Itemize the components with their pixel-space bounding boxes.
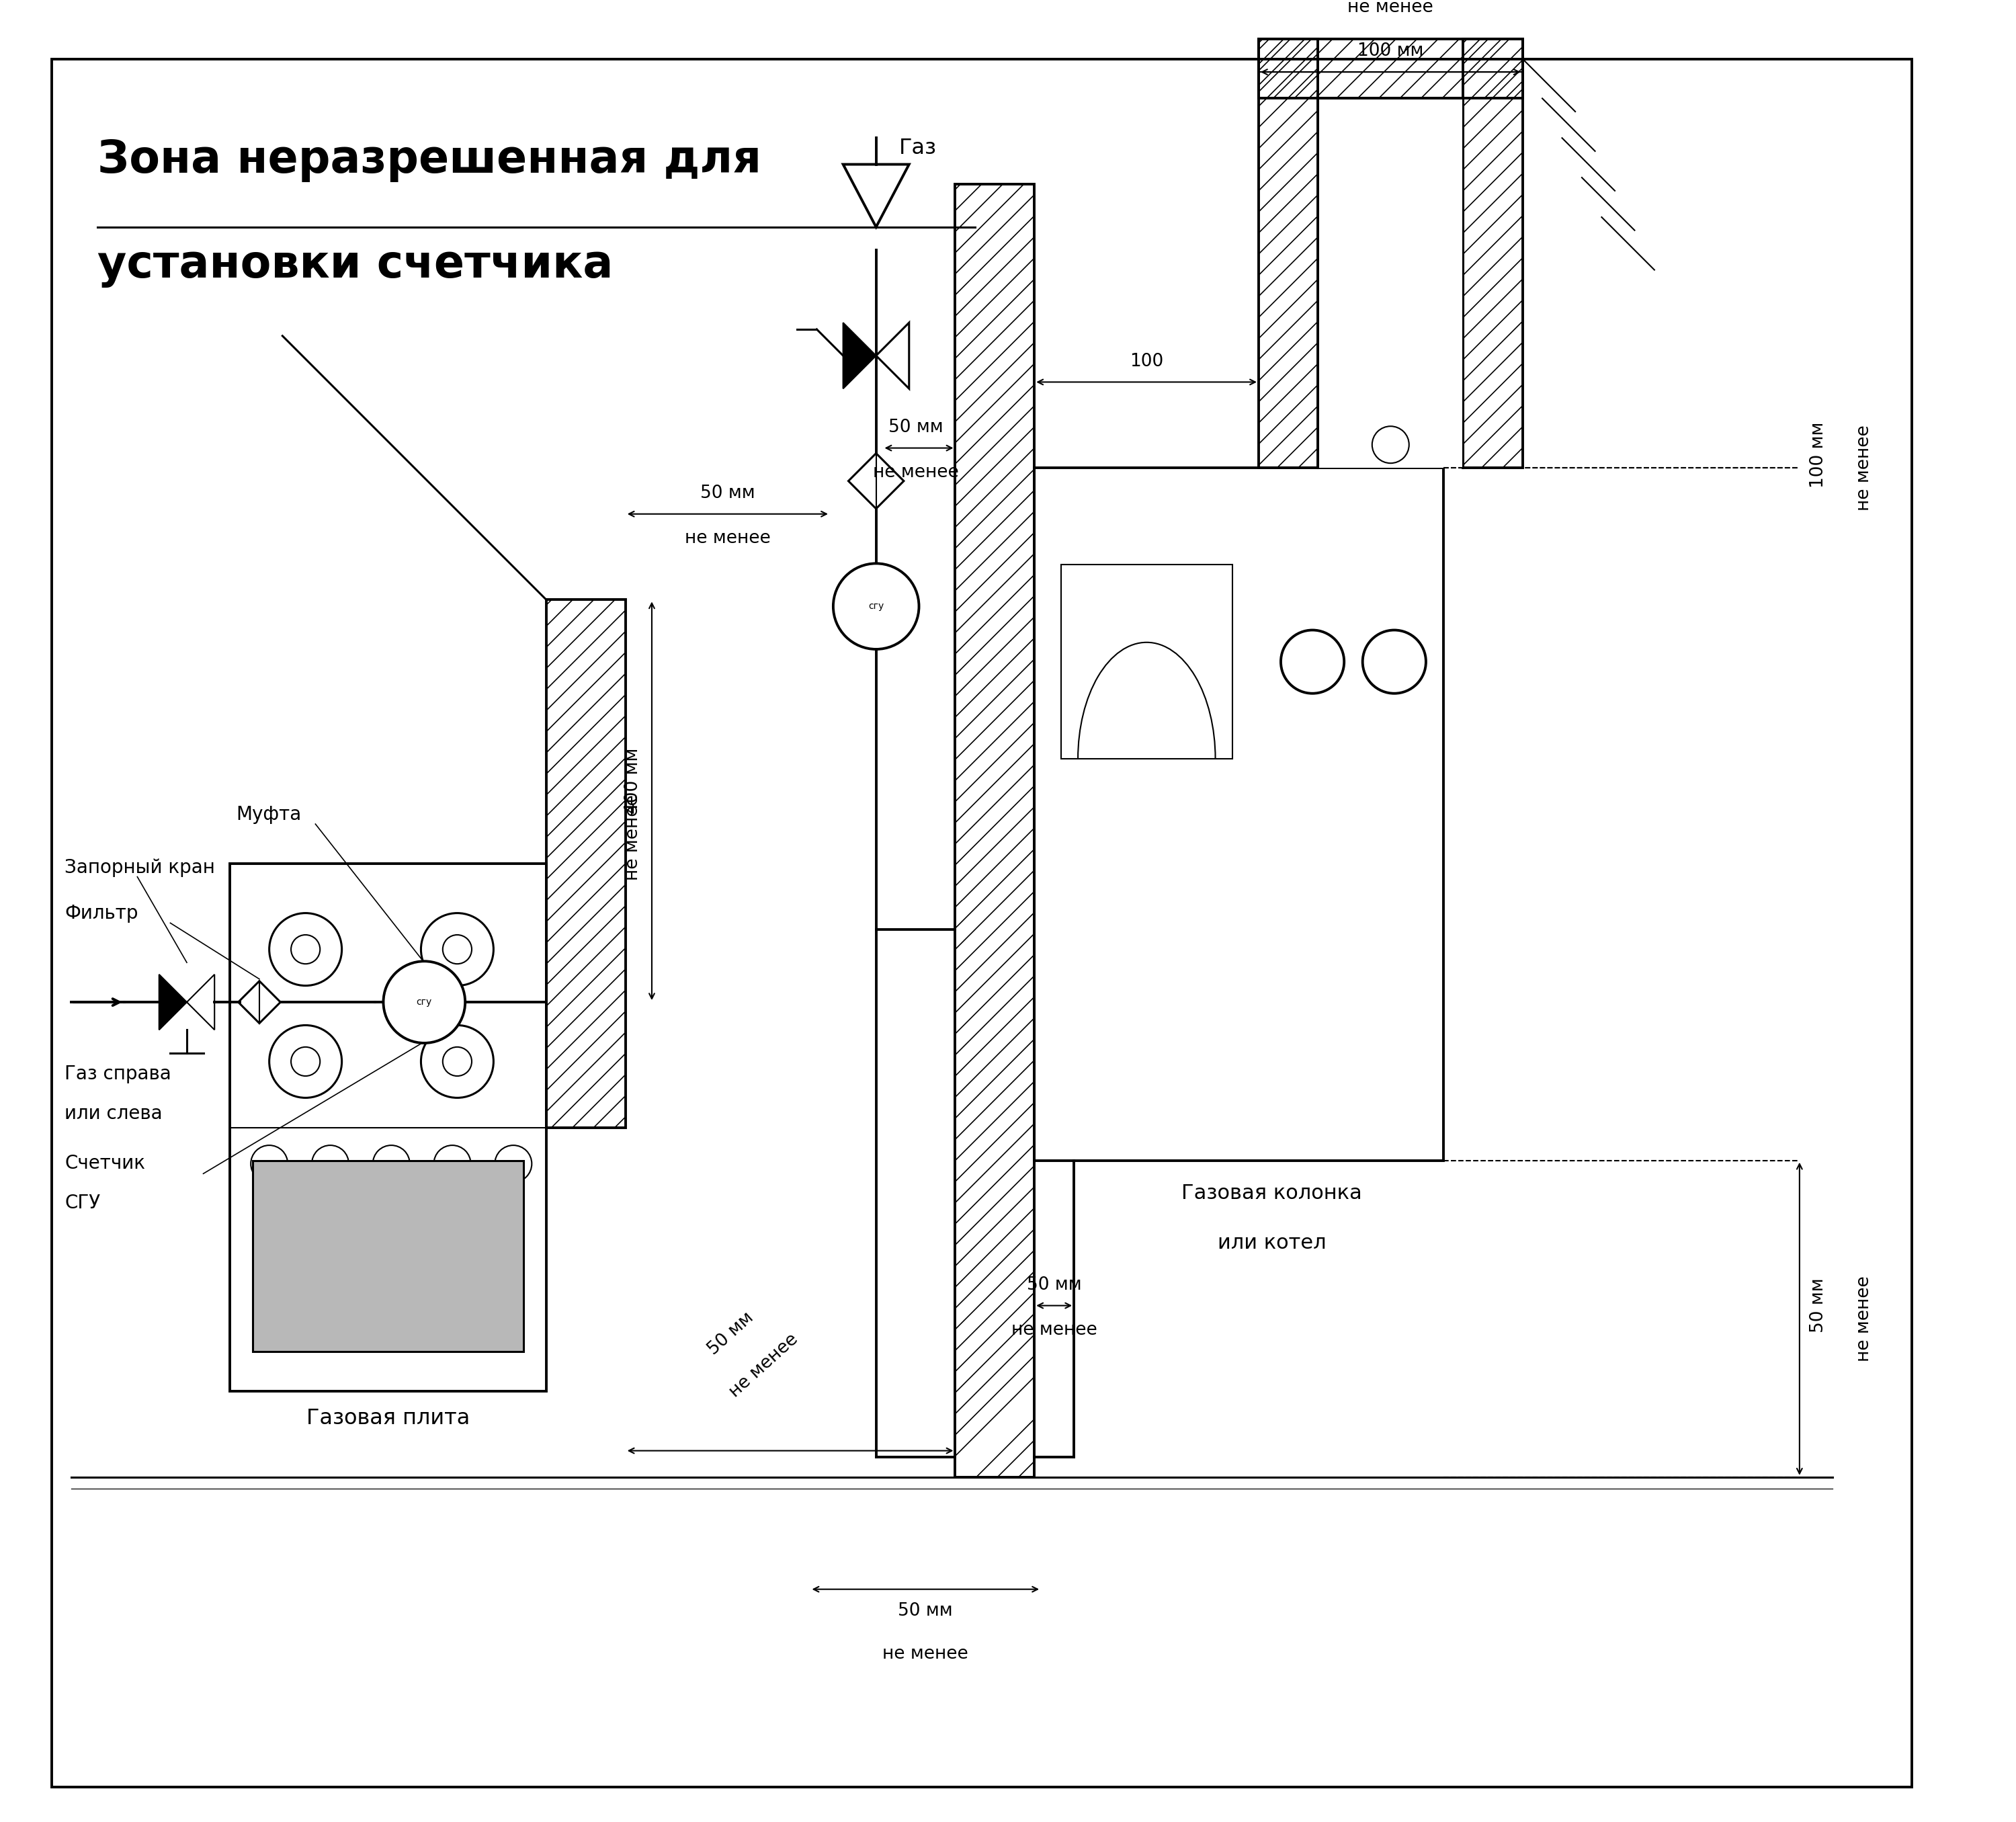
Text: Фильтр: Фильтр xyxy=(65,904,139,924)
Text: не менее: не менее xyxy=(1347,0,1433,16)
Text: Газ справа: Газ справа xyxy=(65,1064,171,1084)
Text: не менее: не менее xyxy=(1855,425,1873,510)
Polygon shape xyxy=(843,322,877,388)
Text: не менее: не менее xyxy=(1855,1275,1873,1361)
Text: 50 мм: 50 мм xyxy=(1026,1275,1083,1294)
Text: сгу: сгу xyxy=(869,601,883,610)
Text: не менее: не менее xyxy=(883,1645,968,1663)
Circle shape xyxy=(833,563,919,649)
Text: Запорный кран: Запорный кран xyxy=(65,858,216,876)
Text: 50 мм: 50 мм xyxy=(897,1602,954,1620)
Circle shape xyxy=(1373,426,1409,463)
Text: 50 мм: 50 мм xyxy=(700,485,756,503)
Text: 50 мм: 50 мм xyxy=(1810,1279,1826,1334)
Text: Газовая плита: Газовая плита xyxy=(306,1408,470,1428)
Text: сгу: сгу xyxy=(417,997,431,1008)
Polygon shape xyxy=(159,975,187,1029)
Text: или котел: или котел xyxy=(1218,1233,1327,1252)
Text: Счетчик: Счетчик xyxy=(65,1153,145,1173)
Bar xyxy=(1464,38,1522,468)
Text: Газовая колонка: Газовая колонка xyxy=(1181,1184,1363,1203)
Bar xyxy=(230,864,546,1392)
Bar xyxy=(1034,468,1443,1161)
Text: 50 мм: 50 мм xyxy=(706,1308,758,1359)
Polygon shape xyxy=(849,454,903,508)
Text: 100 мм: 100 мм xyxy=(1810,421,1826,488)
Bar xyxy=(1060,565,1232,758)
Text: установки счетчика: установки счетчика xyxy=(97,244,613,288)
Text: не менее: не менее xyxy=(726,1330,802,1401)
Text: не менее: не менее xyxy=(1012,1321,1097,1339)
Text: 400 мм: 400 мм xyxy=(625,749,641,814)
Text: или слева: или слева xyxy=(65,1104,163,1122)
Text: Зона неразрешенная для: Зона неразрешенная для xyxy=(97,138,762,182)
Text: 100: 100 xyxy=(1129,353,1163,370)
Text: 50 мм: 50 мм xyxy=(889,419,943,435)
Text: Муфта: Муфта xyxy=(236,805,302,824)
Text: 100 мм: 100 мм xyxy=(1357,42,1423,60)
Text: Газ: Газ xyxy=(899,137,937,159)
Bar xyxy=(1318,98,1464,468)
Bar xyxy=(1258,38,1522,98)
Bar xyxy=(956,184,1034,1478)
Text: не менее: не менее xyxy=(625,794,641,880)
Text: не менее: не менее xyxy=(685,530,770,547)
Bar xyxy=(546,599,625,1128)
Text: не менее: не менее xyxy=(873,463,958,481)
Circle shape xyxy=(383,962,466,1042)
Bar xyxy=(252,1161,524,1352)
Text: СГУ: СГУ xyxy=(65,1193,101,1212)
Bar xyxy=(1258,38,1318,468)
